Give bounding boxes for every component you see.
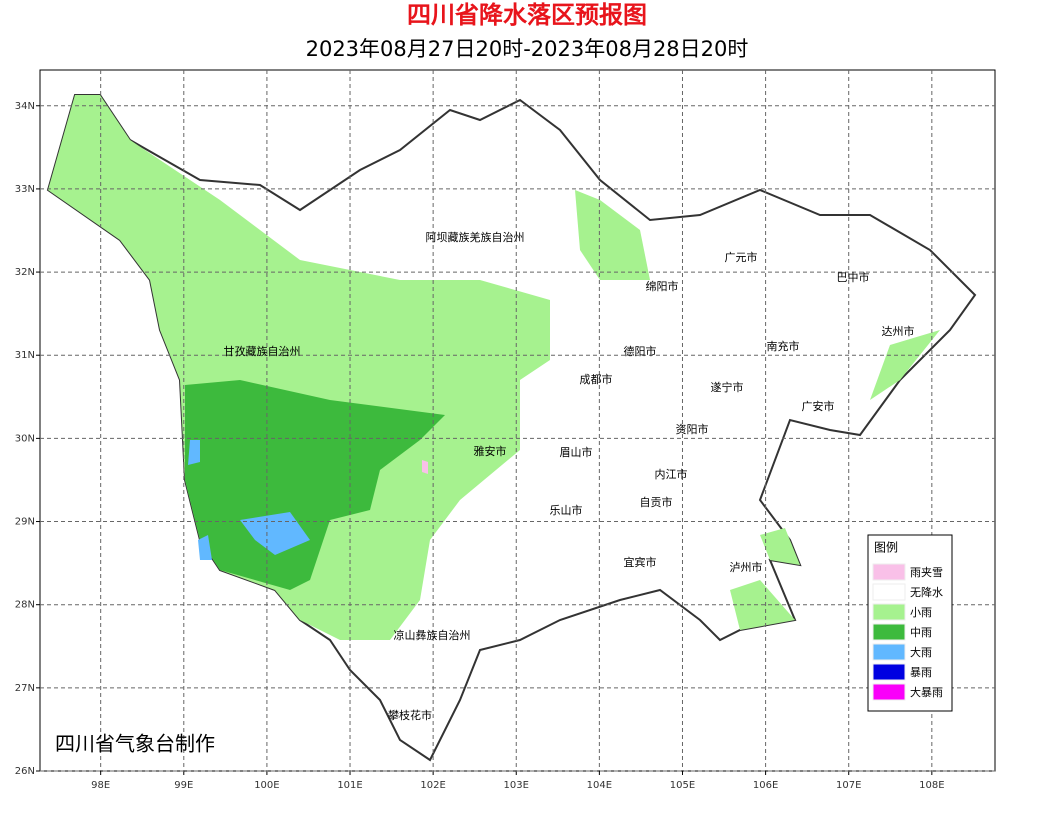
city-label: 泸州市: [730, 560, 763, 574]
legend-label: 大暴雨: [910, 685, 943, 699]
city-label: 资阳市: [676, 422, 709, 436]
legend-label: 雨夹雪: [910, 566, 943, 579]
legend-label: 小雨: [910, 606, 932, 619]
x-tick-label: 102E: [420, 780, 445, 791]
city-label: 宜宾市: [624, 555, 657, 569]
legend-swatch: [872, 603, 906, 621]
city-label: 自贡市: [640, 495, 673, 509]
legend-swatch: [872, 623, 906, 641]
title: 四川省降水落区预报图: [407, 1, 647, 29]
x-tick-label: 103E: [504, 780, 529, 791]
legend-label: 无降水: [910, 585, 943, 599]
city-label: 甘孜藏族自治州: [224, 344, 301, 358]
y-tick-label: 30N: [15, 433, 35, 444]
legend-swatch: [872, 563, 906, 581]
heavy-rain-area: [198, 535, 212, 560]
x-tick-label: 99E: [174, 780, 193, 791]
x-tick-label: 100E: [254, 780, 279, 791]
legend-label: 中雨: [910, 626, 932, 639]
legend-swatch: [872, 683, 906, 701]
city-label: 成都市: [580, 372, 613, 386]
y-tick-label: 29N: [15, 517, 35, 528]
city-label: 雅安市: [474, 444, 507, 458]
legend-title: 图例: [874, 541, 898, 555]
y-tick-label: 28N: [15, 600, 35, 611]
moderate-rain-area: [185, 380, 445, 590]
city-label: 内江市: [655, 467, 688, 481]
city-label: 南充市: [767, 339, 800, 353]
x-tick-label: 107E: [836, 780, 861, 791]
city-label: 阿坝藏族羌族自治州: [426, 230, 525, 244]
grid-layer: 98E 99E 100E 101E 102E 103E 104E 105E 106E 107E 10…: [15, 70, 995, 791]
sleet-area: [422, 460, 428, 474]
city-label: 达州市: [882, 324, 915, 338]
legend-swatch: [872, 583, 906, 601]
light-rain-area: [870, 330, 940, 400]
legend-swatch: [872, 643, 906, 661]
x-tick-label: 105E: [670, 780, 695, 791]
light-rain-area: [48, 95, 550, 640]
heavy-rain-area: [240, 512, 310, 555]
light-rain-area: [760, 528, 800, 565]
credit: 四川省气象台制作: [55, 732, 215, 756]
x-tick-label: 108E: [919, 780, 944, 791]
light-rain-area: [575, 190, 650, 280]
y-tick-label: 33N: [15, 184, 35, 195]
legend-swatch: [872, 663, 906, 681]
regions: [46, 94, 977, 762]
y-tick-label: 26N: [15, 766, 35, 777]
x-tick-label: 106E: [753, 780, 778, 791]
x-tick-label: 101E: [337, 780, 362, 791]
city-label: 巴中市: [837, 270, 870, 284]
y-tick-label: 31N: [15, 350, 35, 361]
city-label: 绵阳市: [646, 279, 679, 293]
heavy-rain-area: [188, 440, 200, 465]
y-tick-label: 32N: [15, 267, 35, 278]
y-tick-label: 27N: [15, 683, 35, 694]
legend-label: 暴雨: [910, 666, 932, 679]
city-label: 遂宁市: [711, 380, 744, 394]
legend-label: 大雨: [910, 645, 932, 659]
city-label: 眉山市: [560, 445, 593, 459]
city-label: 攀枝花市: [388, 708, 432, 722]
subtitle: 2023年08月27日20时-2023年08月28日20时: [306, 37, 749, 61]
city-label: 德阳市: [624, 344, 657, 358]
city-label: 凉山彝族自治州: [394, 628, 471, 642]
y-tick-label: 34N: [15, 101, 35, 112]
x-tick-label: 104E: [587, 780, 612, 791]
city-label: 广安市: [802, 399, 835, 413]
x-tick-label: 98E: [91, 780, 110, 791]
city-label: 广元市: [725, 250, 758, 264]
city-label: 乐山市: [550, 503, 583, 517]
